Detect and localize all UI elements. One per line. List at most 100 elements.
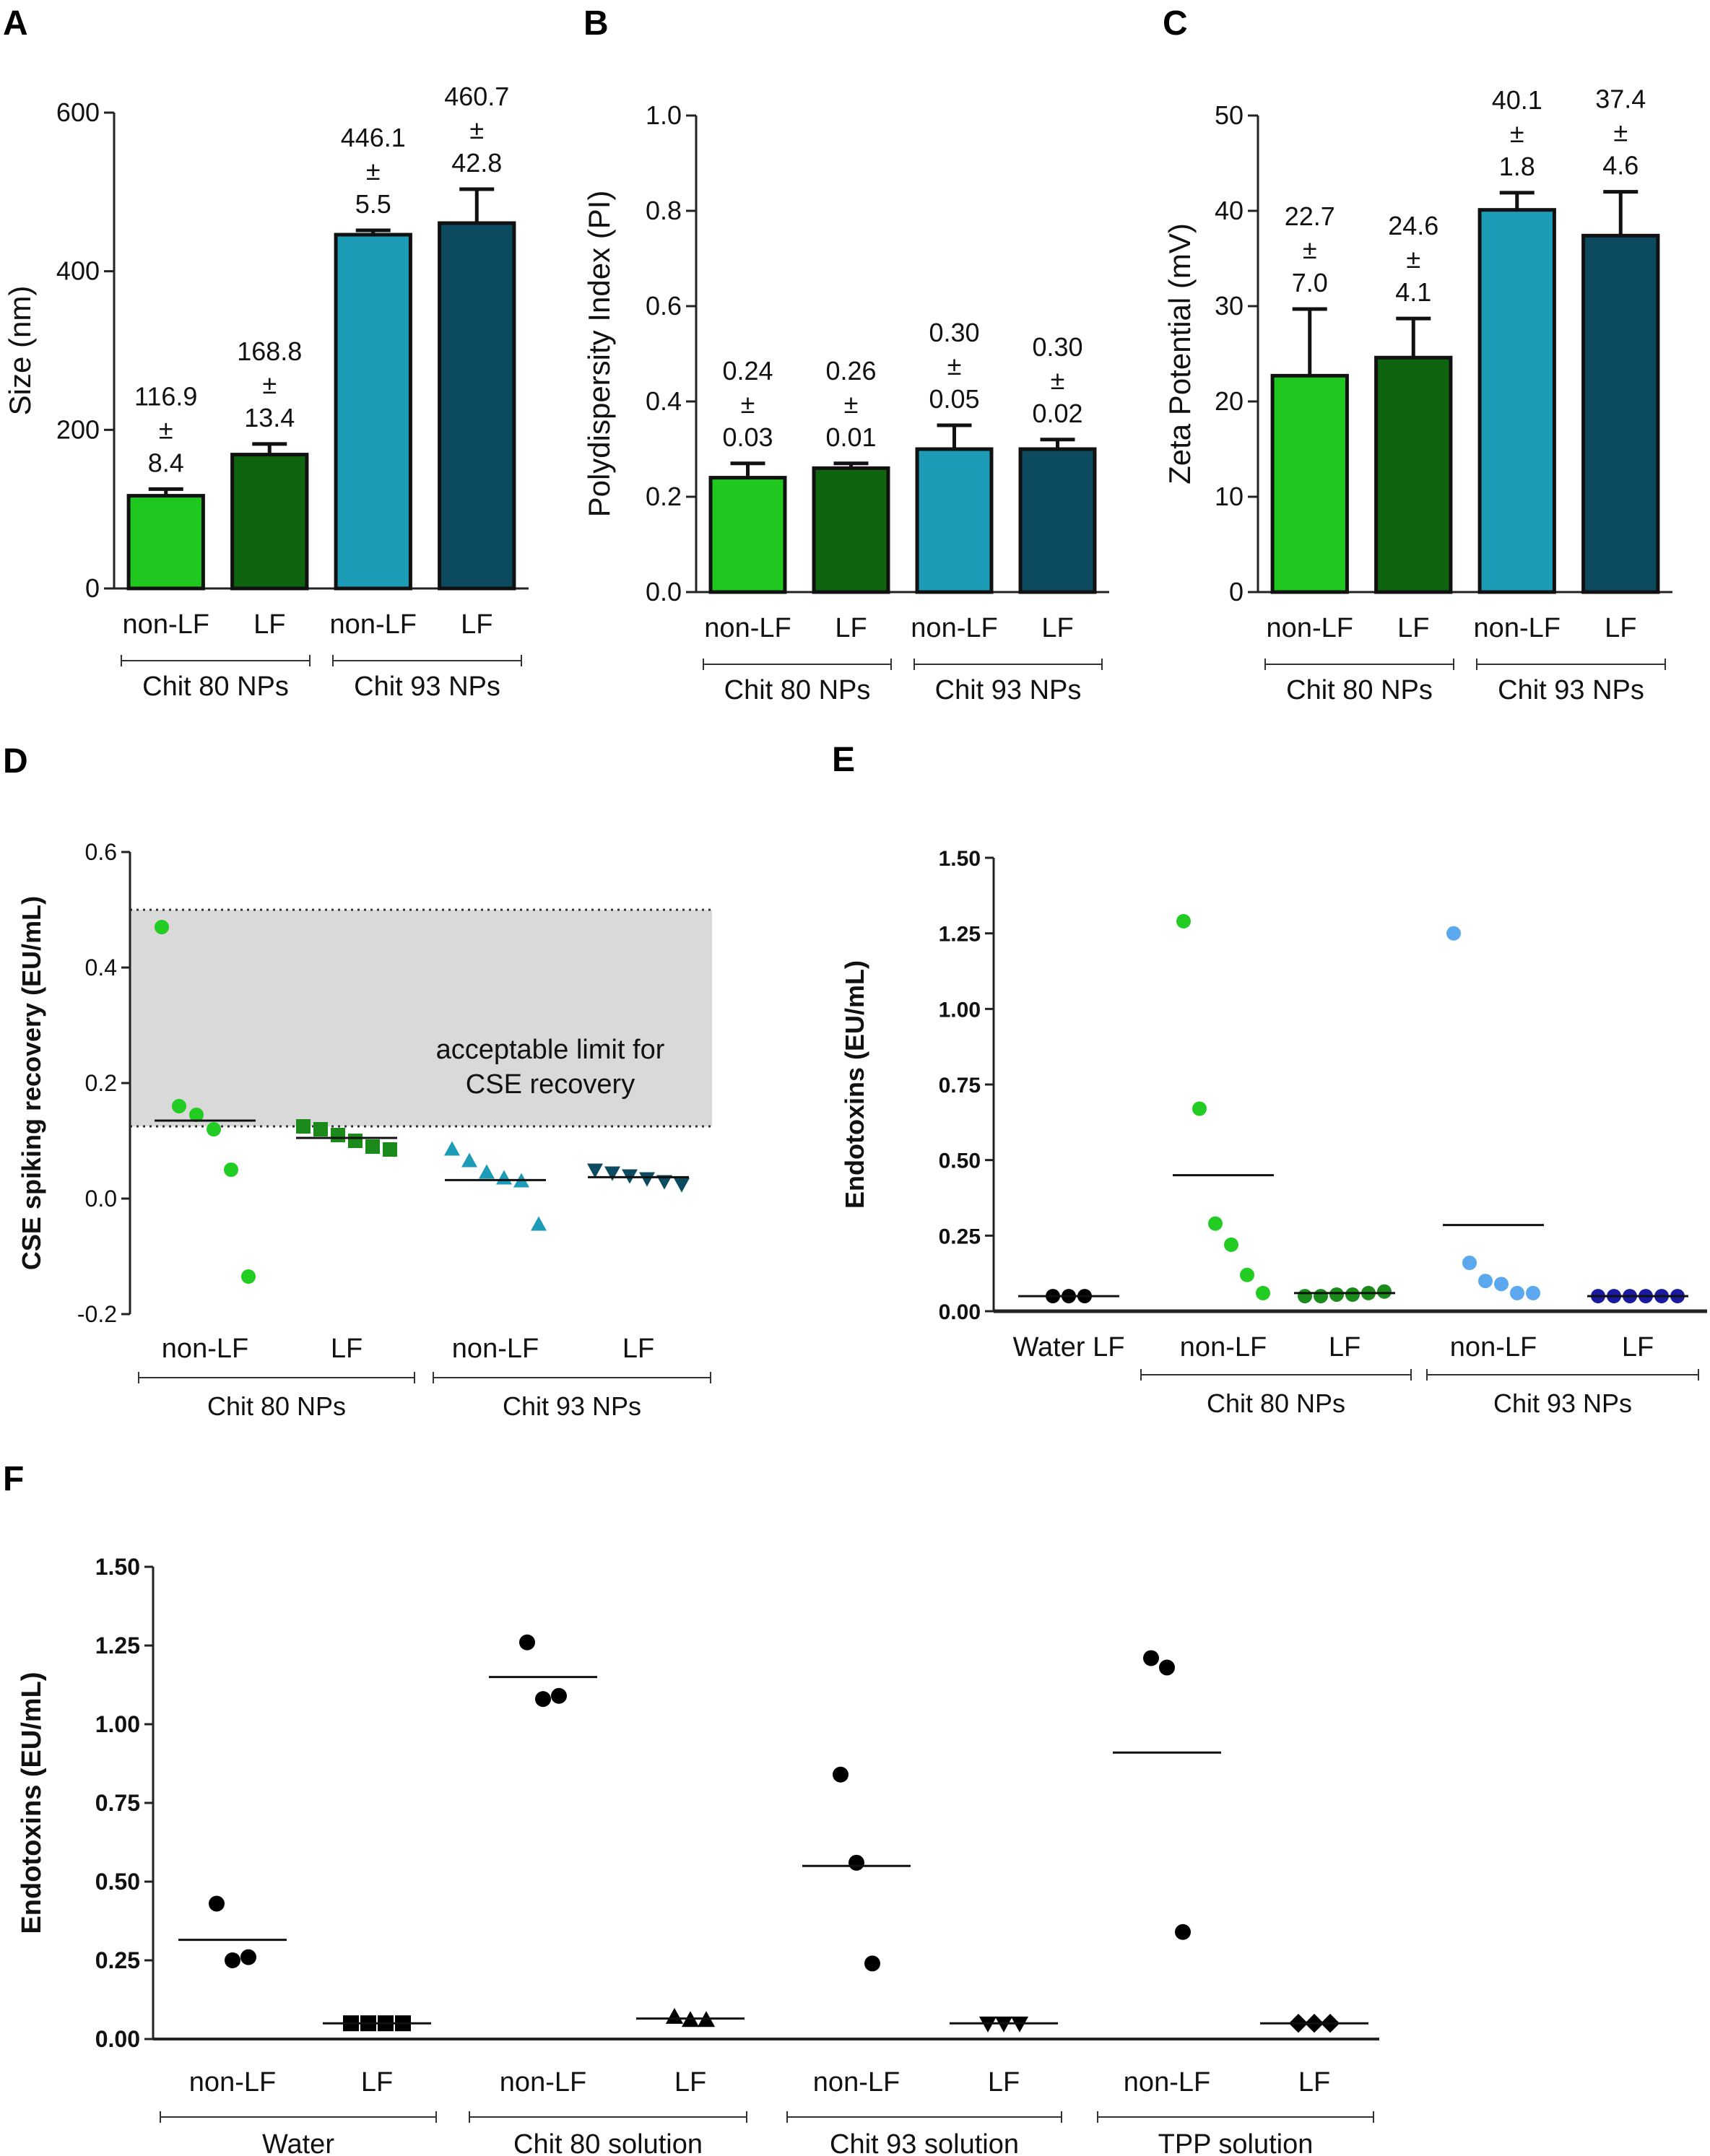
panel-letter-a: A xyxy=(3,4,28,43)
panel-f-x-tick-label: non-LF xyxy=(813,2067,900,2098)
panel-c-group-2-label: Chit 93 NPs xyxy=(1498,675,1644,705)
panel-d-point xyxy=(296,1119,311,1134)
panel-e-y-tick-label: 0.25 xyxy=(939,1225,981,1248)
panel-e-x-tick-label: non-LF xyxy=(1180,1332,1267,1362)
panel-b-bar xyxy=(812,466,890,594)
panel-b-y-label: Polydispersity Index (PI) xyxy=(582,191,616,518)
panel-c-group-1-label: Chit 80 NPs xyxy=(1286,675,1433,705)
panel-c-data-label-pm: ± xyxy=(1613,118,1628,147)
panel-b-y-tick-label: 0.2 xyxy=(646,482,682,511)
panel-a-y-tick-label: 400 xyxy=(56,256,100,286)
panel-d-point xyxy=(155,920,169,934)
panel-d-point xyxy=(639,1172,655,1187)
panel-c-x-tick-label: non-LF xyxy=(1474,613,1561,643)
panel-a-data-label-mean: 446.1 xyxy=(341,123,406,152)
panel-d-y-tick-label: 0.2 xyxy=(85,1070,117,1096)
panel-b-y-tick-label: 1.0 xyxy=(646,100,682,130)
panel-d-point xyxy=(479,1164,495,1179)
panel-a-bar xyxy=(230,453,309,591)
panel-d-point xyxy=(189,1108,204,1122)
panel-d-x-tick-label: non-LF xyxy=(162,1334,248,1364)
panel-e-group-2-label: Chit 93 NPs xyxy=(1493,1388,1632,1418)
panel-f-point xyxy=(225,1952,240,1968)
panel-d-point xyxy=(365,1139,380,1154)
panel-a-data-label-mean: 116.9 xyxy=(134,381,197,411)
panel-c-y-label: Zeta Potential (mV) xyxy=(1163,223,1197,484)
panel-b-data-label-pm: ± xyxy=(1051,365,1065,395)
panel-d-point xyxy=(348,1134,363,1148)
panel-f-y-tick-label: 1.50 xyxy=(95,1554,140,1580)
panel-b-y-tick-label: 0.4 xyxy=(646,386,682,416)
panel-e-point xyxy=(1256,1285,1270,1300)
panel-a-x-tick-label: LF xyxy=(461,609,492,640)
panel-letter-f: F xyxy=(3,1460,24,1498)
panel-f-group-3-label: Chit 93 solution xyxy=(830,2129,1019,2156)
panel-d-x-tick-label: LF xyxy=(622,1334,654,1364)
panel-f-point xyxy=(1143,1650,1159,1666)
panel-e-x-tick-label: Water LF xyxy=(1013,1332,1125,1362)
panel-a-y-tick-label: 200 xyxy=(56,414,100,444)
panel-e-point xyxy=(1298,1289,1312,1304)
panel-e-point xyxy=(1377,1284,1392,1299)
panel-f-group-2-label: Chit 80 solution xyxy=(513,2129,703,2156)
panel-f-y-tick-label: 1.25 xyxy=(95,1633,140,1659)
panel-f-point xyxy=(978,2016,997,2033)
panel-a-data-label-sd: 13.4 xyxy=(244,403,295,432)
panel-e-point xyxy=(1192,1101,1207,1116)
panel-e-point xyxy=(1494,1277,1509,1292)
panel-c-y-tick-label: 0 xyxy=(1229,577,1244,607)
panel-f-y-tick-label: 0.75 xyxy=(95,1790,140,1816)
panel-b-data-label-mean: 0.26 xyxy=(825,356,876,386)
panel-c-y-tick-label: 20 xyxy=(1215,386,1244,416)
panel-a-data-label-pm: ± xyxy=(262,370,277,399)
panel-b-group-1-label: Chit 80 NPs xyxy=(724,675,871,705)
panel-f-point xyxy=(551,1687,567,1704)
panel-f-point xyxy=(1010,2016,1029,2033)
panel-a-data-label-mean: 460.7 xyxy=(444,82,509,111)
panel-c-y-tick-label: 40 xyxy=(1215,196,1244,225)
panel-a-y-tick-label: 600 xyxy=(56,97,100,127)
panel-f-point xyxy=(519,1634,535,1651)
panel-e-y-tick-label: 0.75 xyxy=(939,1074,981,1097)
panel-e-point xyxy=(1446,926,1461,941)
panel-d-acceptable-band xyxy=(130,910,712,1126)
panel-d-point xyxy=(674,1178,690,1193)
panel-a-x-tick-label: LF xyxy=(253,609,285,640)
panel-letter-d: D xyxy=(3,742,28,781)
panel-e-x-tick-label: LF xyxy=(1329,1332,1360,1362)
panel-f-point xyxy=(833,1766,849,1783)
panel-b-data-label-sd: 0.03 xyxy=(722,422,773,452)
panel-f-point xyxy=(849,1854,864,1871)
panel-f-y-label: Endotoxins (EU/mL) xyxy=(17,1672,47,1934)
panel-c-x-tick-label: LF xyxy=(1397,613,1429,643)
panel-e-point xyxy=(1208,1216,1223,1231)
panel-a-data-label-pm: ± xyxy=(469,115,484,144)
panel-f-x-tick-label: LF xyxy=(1298,2067,1330,2098)
panel-f-y-tick-label: 0.50 xyxy=(95,1869,140,1895)
panel-b-data-label-mean: 0.30 xyxy=(929,318,979,347)
panel-b-x-tick-label: LF xyxy=(1041,613,1073,643)
panel-b-x-tick-label: non-LF xyxy=(704,613,791,643)
panel-f-point xyxy=(1175,1924,1191,1940)
panel-c-data-label-mean: 40.1 xyxy=(1492,85,1542,115)
panel-b-data-label-mean: 0.30 xyxy=(1032,332,1082,362)
panel-d-point xyxy=(313,1122,328,1136)
panel-e-point xyxy=(1329,1287,1344,1302)
panel-b-data-label-sd: 0.05 xyxy=(929,384,979,414)
panel-a-y-label: Size (nm) xyxy=(3,286,37,416)
panel-b-data-label-pm: ± xyxy=(741,389,755,419)
panel-a-y-tick-label: 0 xyxy=(85,573,100,603)
panel-c-data-label-sd: 4.6 xyxy=(1602,151,1639,181)
panel-e-y-tick-label: 0.00 xyxy=(939,1300,981,1324)
panel-f-point xyxy=(535,1691,551,1708)
panel-f-x-tick-label: LF xyxy=(361,2067,393,2098)
panel-f-point xyxy=(1159,1659,1175,1676)
panel-d-y-tick-label: 0.0 xyxy=(85,1186,117,1212)
panel-f-point xyxy=(665,2007,684,2024)
panel-f-point xyxy=(240,1949,256,1965)
panel-b-data-label-sd: 0.01 xyxy=(825,422,876,452)
panel-e-point xyxy=(1510,1285,1524,1300)
panel-f-point xyxy=(864,1955,880,1972)
panel-e-point xyxy=(1176,913,1191,929)
